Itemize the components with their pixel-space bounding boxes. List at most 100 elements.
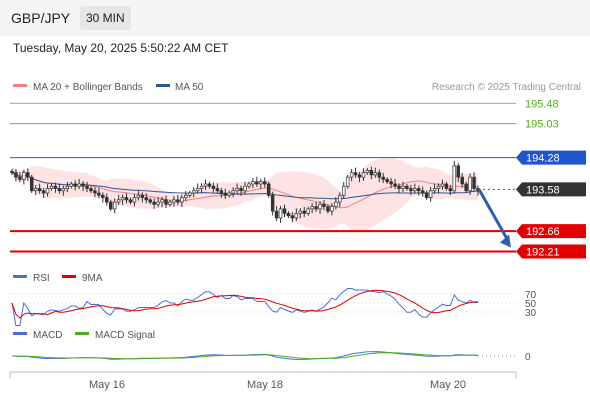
candle-body (116, 199, 121, 203)
candle-body (235, 188, 239, 192)
candle-body (460, 176, 464, 185)
candle-body (211, 185, 216, 189)
candle-body (53, 185, 58, 189)
candle-body (120, 197, 125, 201)
candle-body (101, 194, 105, 198)
ma20-legend-label: MA 20 + Bollinger Bands (33, 82, 143, 93)
price-tag-label: 192.21 (526, 247, 560, 259)
candle-body (251, 181, 255, 185)
candle-body (440, 183, 445, 187)
rsi-panel (10, 288, 516, 326)
candle-body (73, 183, 77, 187)
price-tag-label: 193.58 (526, 184, 560, 196)
candle-body (369, 170, 374, 176)
interval-button[interactable]: 30 MIN (80, 6, 131, 30)
candle-body (468, 176, 472, 192)
x-tick-label: May 16 (89, 379, 125, 391)
candle-body (243, 185, 247, 192)
price-tag-label: 192.66 (526, 226, 560, 238)
x-tick-label: May 20 (430, 379, 466, 391)
candle-body (172, 199, 176, 203)
candle-body (259, 181, 263, 185)
candle-body (89, 188, 93, 192)
forecast-arrow-shaft (477, 188, 510, 242)
x-tick-label: May 18 (247, 379, 283, 391)
candle-body (132, 197, 137, 203)
rsi-tick-70: 70 (525, 290, 537, 301)
target-label: 195.48 (525, 98, 559, 110)
candle-body (199, 185, 204, 189)
candle-body (349, 172, 354, 178)
credit-text: Research © 2025 Trading Central (432, 82, 581, 93)
candle-body (377, 172, 382, 178)
candle-body (136, 194, 141, 198)
price-tag-resistance (516, 150, 586, 165)
rsi-tick-30: 30 (525, 308, 537, 319)
target-label: 195.03 (525, 119, 559, 131)
rsi-tick-50: 50 (525, 299, 537, 310)
macd-signal-legend-label: MACD Signal (95, 330, 155, 341)
candle-body (97, 192, 101, 196)
candle-body (227, 192, 231, 196)
candle-body (345, 176, 350, 187)
candle-body (389, 181, 393, 185)
candle-body (385, 179, 389, 183)
candle-body (105, 197, 109, 203)
candle-body (448, 188, 453, 192)
candle-body (310, 206, 314, 210)
candle-body (274, 210, 279, 219)
candle-body (432, 188, 437, 192)
candle-body (29, 176, 34, 192)
candle-body (420, 190, 425, 194)
candle-body (10, 170, 14, 173)
candle-body (424, 192, 429, 198)
candle-body (413, 188, 417, 192)
price-tag-current (516, 182, 586, 197)
candle-body (417, 188, 421, 192)
candle-body (124, 197, 129, 201)
candle-body (239, 188, 243, 192)
ma50-legend-swatch (156, 84, 170, 87)
candle-body (22, 172, 26, 180)
candle-body (223, 192, 228, 196)
candle-body (255, 181, 259, 185)
candle-body (436, 185, 441, 189)
candle-body (41, 190, 46, 194)
candle-body (326, 206, 330, 212)
candle-body (195, 188, 200, 192)
candle-body (334, 201, 338, 207)
candle-body (176, 199, 180, 203)
candle-body (405, 185, 409, 189)
candle-body (219, 190, 224, 194)
candle-body (278, 208, 283, 219)
macd-signal-line (12, 352, 479, 360)
candle-body (168, 201, 172, 205)
candle-body (144, 197, 149, 201)
candle-body (128, 199, 133, 203)
rsi-ma-line (11, 289, 479, 319)
candle-body (81, 183, 85, 187)
candle-body (472, 176, 476, 189)
candle-body (294, 213, 299, 219)
macd-legend-label: MACD (33, 330, 62, 341)
candle-body (108, 201, 113, 210)
candle-body (18, 176, 22, 180)
candle-body (140, 194, 145, 198)
candle-body (152, 201, 156, 205)
candle-body (14, 172, 18, 178)
candle-body (247, 183, 251, 187)
candle-body (156, 201, 160, 205)
price-panel: 195.48 195.03 194.28 193.58 192.66 192.21 (10, 98, 586, 259)
candle-body (160, 199, 164, 203)
candle-body (37, 188, 42, 192)
rsi-legend-label: RSI (33, 273, 50, 284)
candle-body (184, 194, 188, 198)
candle-body (61, 188, 66, 192)
candle-body (191, 190, 196, 194)
candle-body (365, 170, 370, 173)
candle-body (49, 185, 54, 189)
candle-body (341, 185, 346, 196)
candle-body (203, 183, 208, 187)
candle-body (215, 188, 220, 192)
